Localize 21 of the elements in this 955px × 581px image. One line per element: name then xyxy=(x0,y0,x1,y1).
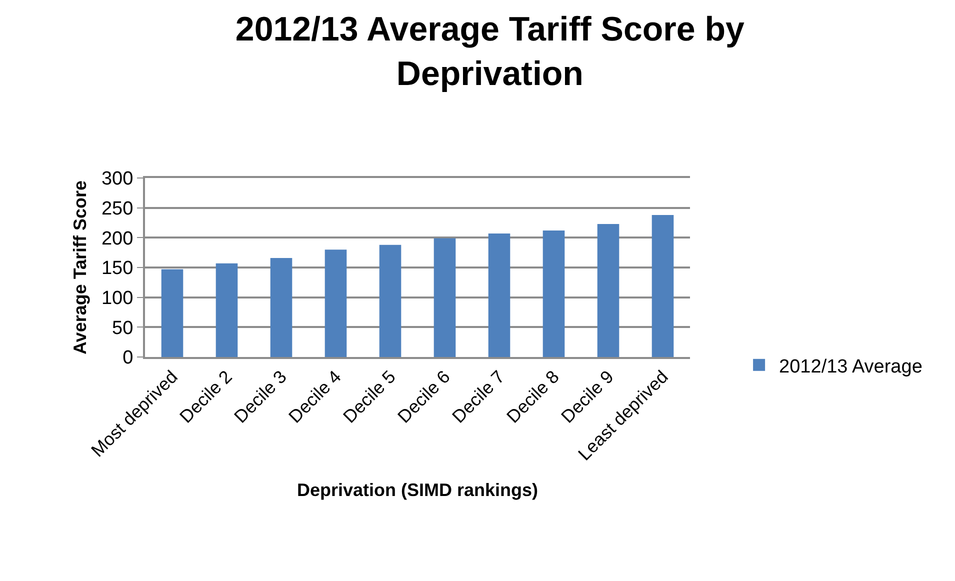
y-tick-label: 250 xyxy=(101,198,134,220)
bar xyxy=(270,258,292,357)
bar xyxy=(652,214,674,357)
bar xyxy=(542,230,565,357)
y-tick-label: 0 xyxy=(122,348,134,369)
bar xyxy=(488,233,510,357)
y-axis-title: Average Tariff Score xyxy=(70,180,90,355)
legend-label: 2012/13 Average xyxy=(779,356,922,378)
y-tick-label: 150 xyxy=(101,258,134,280)
x-axis-title: Deprivation (SIMD rankings) xyxy=(296,480,538,500)
y-tick-label: 200 xyxy=(101,228,134,250)
y-tick-label: 50 xyxy=(112,318,134,339)
bar xyxy=(216,263,238,357)
bar xyxy=(434,238,456,357)
bar xyxy=(379,244,402,357)
bar xyxy=(161,269,184,357)
bar xyxy=(324,250,347,357)
y-tick-label: 300 xyxy=(101,168,134,190)
bar xyxy=(597,224,620,357)
chart-title: 2012/13 Average Tariff Score by Deprivation xyxy=(235,10,744,93)
y-tick-label: 100 xyxy=(101,288,134,309)
